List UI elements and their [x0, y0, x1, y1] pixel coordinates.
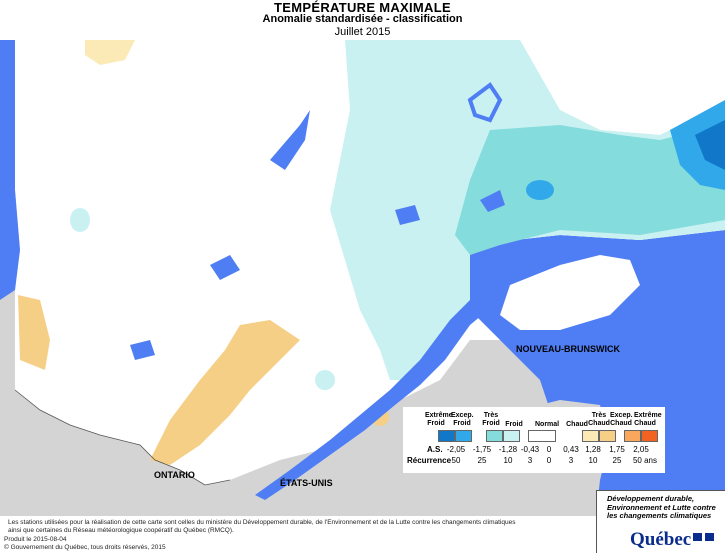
legend: Extrême Froid Excep. Froid Très Froid Fr…	[403, 407, 665, 473]
legend-rec-value: 0	[546, 456, 552, 465]
logo-quebec-wordmark: Québec	[630, 529, 692, 550]
lake-east	[395, 205, 420, 225]
legend-swatch-cold	[503, 430, 520, 442]
cold-patch-1	[70, 208, 90, 232]
legend-as-value: 0	[546, 445, 552, 454]
map-title: TEMPÉRATURE MAXIMALE	[274, 0, 451, 15]
labrador-land	[520, 40, 725, 135]
legend-rec-value: 50 ans	[632, 456, 658, 465]
quebec-logo: Développement durable, Environnement et …	[596, 490, 725, 553]
legend-swatch-warm	[582, 430, 599, 442]
legend-swatch-extreme-cold	[438, 430, 455, 442]
st-lawrence-river	[255, 250, 560, 500]
lake-manicouagan	[467, 82, 503, 123]
legend-cat-3: Froid	[505, 421, 523, 428]
footer: Les stations utilisées pour la réalisati…	[0, 516, 596, 552]
legend-swatch-very-cold	[486, 430, 503, 442]
extreme-cold-zone	[695, 120, 725, 170]
legend-rec-value: 25	[477, 456, 487, 465]
excep-cold-patch	[526, 180, 554, 200]
legend-as-value: -1,28	[498, 445, 518, 454]
footer-line-2: ainsi que certaines du Réseau météorolog…	[8, 527, 234, 534]
legend-rec-value: 50	[451, 456, 461, 465]
footer-produced: Produit le 2015-08-04	[4, 536, 67, 543]
legend-swatch-normal	[528, 430, 556, 442]
excep-cold-zone	[670, 100, 725, 190]
legend-cat-2: Très Froid	[482, 412, 500, 427]
footer-copyright: © Gouvernement du Québec, tous droits ré…	[4, 544, 166, 551]
legend-as-value: 1,75	[609, 445, 625, 454]
legend-rec-value: 10	[588, 456, 598, 465]
region-label-nb: NOUVEAU-BRUNSWICK	[516, 344, 620, 354]
legend-cat-4: Normal	[535, 421, 560, 428]
region-label-usa: ÉTATS-UNIS	[280, 478, 333, 488]
warm-zone-north	[85, 40, 135, 65]
legend-cat-1: Excep. Froid	[451, 412, 474, 427]
legend-rec-value: 25	[612, 456, 622, 465]
legend-cat-7: Excep. Chaud	[610, 412, 633, 427]
footer-line-1: Les stations utilisées pour la réalisati…	[8, 519, 516, 526]
lake-mistassini	[270, 110, 310, 170]
hudson-bay-coast	[0, 40, 20, 300]
legend-as-value: 2,05	[633, 445, 649, 454]
province-border	[14, 389, 231, 486]
warm-zone-west	[18, 295, 50, 370]
legend-as-value: -0,43	[520, 445, 540, 454]
map-subtitle: Anomalie standardisée - classification	[262, 13, 463, 25]
legend-swatch-excep-cold	[455, 430, 472, 442]
legend-rec-value: 10	[503, 456, 513, 465]
legend-swatch-extreme-warm	[641, 430, 658, 442]
reservoir-west	[130, 340, 155, 360]
legend-as-value: -1,75	[472, 445, 492, 454]
cold-patch-2	[315, 370, 335, 390]
legend-recurrence-label: Récurrence	[407, 456, 452, 465]
legend-as-value: 1,28	[585, 445, 601, 454]
legend-as-label: A.S.	[427, 445, 443, 454]
lake-central	[210, 255, 240, 280]
legend-as-value: 0,43	[563, 445, 579, 454]
gaspe-land	[500, 255, 640, 330]
lake-saint-jean	[480, 190, 505, 212]
legend-cat-6: Très Chaud	[588, 412, 610, 427]
legend-rec-value: 3	[527, 456, 533, 465]
warm-zone-central	[150, 320, 300, 465]
region-label-ontario: ONTARIO	[154, 470, 195, 480]
legend-cat-0: Extrême Froid	[425, 412, 453, 427]
fleur-de-lis-flag-icon	[693, 533, 702, 541]
map-period: Juillet 2015	[334, 26, 391, 38]
legend-swatch-excep-warm	[624, 430, 641, 442]
legend-as-value: -2,05	[446, 445, 466, 454]
legend-rec-value: 3	[568, 456, 574, 465]
legend-swatch-very-warm	[599, 430, 616, 442]
legend-cat-5: Chaud	[566, 421, 588, 428]
fleur-de-lis-flag-icon	[705, 533, 714, 541]
logo-ministry-text: Développement durable, Environnement et …	[607, 494, 716, 520]
very-cold-zone	[455, 120, 725, 255]
legend-cat-8: Extrême Chaud	[634, 412, 662, 427]
